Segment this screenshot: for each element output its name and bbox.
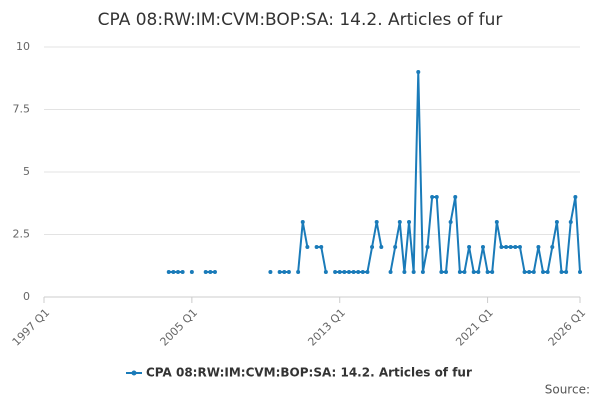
data-point (494, 220, 499, 224)
data-point (476, 270, 481, 274)
x-tick-label: 1997 Q1 (10, 306, 53, 349)
data-point (208, 270, 213, 274)
data-point (531, 270, 536, 274)
data-point (286, 270, 291, 274)
data-point (559, 270, 564, 274)
data-point (374, 220, 379, 224)
data-point (573, 195, 578, 199)
data-point (166, 270, 171, 274)
y-tick-label: 2.5 (13, 228, 31, 241)
x-tick-label: 2013 Q1 (305, 306, 348, 349)
data-point (268, 270, 273, 274)
data-point (430, 195, 435, 199)
data-point (407, 220, 412, 224)
data-point (411, 270, 416, 274)
data-point (356, 270, 361, 274)
data-point (522, 270, 527, 274)
x-tick-label: 2005 Q1 (158, 306, 201, 349)
data-point (337, 270, 342, 274)
data-point (402, 270, 407, 274)
data-point (568, 220, 573, 224)
data-point (453, 195, 458, 199)
data-point (360, 270, 365, 274)
data-point (277, 270, 282, 274)
data-point (323, 270, 328, 274)
y-tick-label: 10 (16, 40, 30, 53)
legend-marker (131, 370, 137, 376)
data-point (189, 270, 194, 274)
x-tick-label: 2021 Q1 (453, 306, 496, 349)
data-point (425, 245, 430, 249)
data-point (203, 270, 208, 274)
data-point (397, 220, 402, 224)
data-point (342, 270, 347, 274)
data-point (554, 220, 559, 224)
legend-label: CPA 08:RW:IM:CVM:BOP:SA: 14.2. Articles … (146, 366, 472, 380)
data-point (457, 270, 462, 274)
data-point (439, 270, 444, 274)
y-tick-label: 5 (23, 165, 30, 178)
data-point (319, 245, 324, 249)
source: Source: (545, 383, 590, 397)
data-point (282, 270, 287, 274)
data-point (420, 270, 425, 274)
x-tick-label: 2026 Q1 (546, 306, 589, 349)
data-point (212, 270, 217, 274)
data-point (527, 270, 532, 274)
data-point (388, 270, 393, 274)
data-point (444, 270, 448, 274)
data-point (305, 245, 310, 249)
data-point (346, 270, 351, 274)
data-point (564, 270, 569, 274)
data-point (416, 70, 421, 74)
data-point (448, 220, 453, 224)
data-point (176, 270, 180, 274)
data-point (393, 245, 398, 249)
data-point (550, 245, 555, 249)
data-point (379, 245, 384, 249)
data-point (180, 270, 185, 274)
data-point (333, 270, 338, 274)
data-point (485, 270, 490, 274)
data-point (578, 270, 582, 274)
data-point (513, 245, 518, 249)
data-point (541, 270, 546, 274)
data-point (499, 245, 504, 249)
data-point (434, 195, 439, 199)
data-point (545, 270, 550, 274)
data-point (490, 270, 495, 274)
data-point (480, 245, 485, 249)
data-point (171, 270, 176, 274)
y-tick-label: 7.5 (13, 103, 31, 116)
data-point (351, 270, 356, 274)
data-point (517, 245, 522, 249)
chart-title: CPA 08:RW:IM:CVM:BOP:SA: 14.2. Articles … (98, 10, 503, 30)
data-point (296, 270, 301, 274)
y-tick-label: 0 (23, 290, 30, 303)
data-point (508, 245, 513, 249)
data-point (536, 245, 541, 249)
data-point (365, 270, 370, 274)
data-point (314, 245, 319, 249)
data-point (471, 270, 476, 274)
data-point (462, 270, 467, 274)
data-point (370, 245, 375, 249)
data-point (467, 245, 472, 249)
data-point (300, 220, 305, 224)
data-point (504, 245, 509, 249)
